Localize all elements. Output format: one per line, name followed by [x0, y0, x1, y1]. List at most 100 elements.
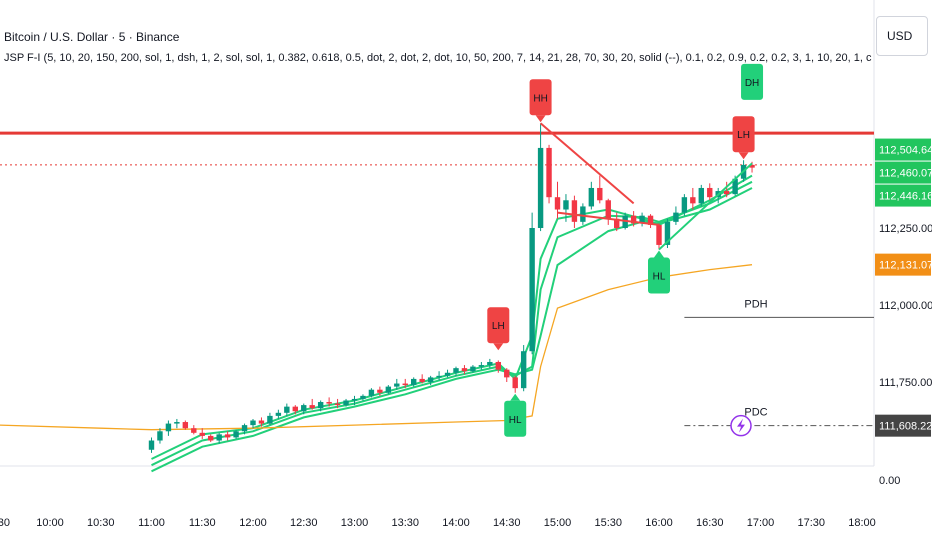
marker-hl-4[interactable] [648, 257, 670, 294]
candle-body[interactable] [208, 435, 214, 441]
marker-hh-0[interactable] [529, 79, 552, 116]
candle-body[interactable] [537, 147, 544, 228]
candle-body[interactable] [453, 368, 459, 373]
price-label: 112,446.16 [879, 191, 932, 203]
candle-body[interactable] [444, 372, 451, 376]
candle-body[interactable] [614, 218, 620, 228]
candle-body[interactable] [639, 215, 645, 224]
candle-body[interactable] [174, 422, 180, 424]
y-tick-label: 112,250.00 [879, 223, 932, 235]
candle-body[interactable] [301, 405, 307, 412]
candle-body[interactable] [622, 215, 628, 228]
ma-line-1 [151, 180, 753, 467]
marker-dh-1-label: DH [745, 78, 759, 89]
candle-body[interactable] [647, 215, 654, 225]
marker-lh-2[interactable] [487, 307, 510, 344]
candle-body[interactable] [394, 383, 400, 387]
candle-body[interactable] [368, 389, 375, 396]
candle-body[interactable] [470, 366, 476, 372]
candle-body[interactable] [267, 415, 273, 424]
candle-body[interactable] [292, 406, 298, 412]
candle-body[interactable] [563, 200, 569, 210]
candle-body[interactable] [317, 402, 324, 409]
candle-body[interactable] [334, 403, 341, 406]
price-label: 111,608.22 [879, 421, 932, 433]
candle-body[interactable] [580, 206, 586, 222]
candle-body[interactable] [495, 361, 501, 370]
candle-body[interactable] [656, 224, 662, 245]
price-label-bg [875, 138, 931, 161]
candle-body[interactable] [529, 228, 535, 352]
candle-body[interactable] [411, 378, 417, 386]
price-label-bg [875, 184, 931, 207]
candle-body[interactable] [377, 389, 383, 393]
price-label-bg [875, 161, 931, 184]
marker-hh-0-label: HH [533, 93, 547, 104]
marker-dh-1[interactable] [741, 63, 764, 100]
marker-hl-3-pointer [510, 393, 521, 401]
candle-body[interactable] [707, 187, 713, 198]
candle-body[interactable] [343, 400, 349, 406]
candle-body[interactable] [732, 178, 738, 195]
candle-body[interactable] [461, 368, 468, 372]
candle-body[interactable] [512, 377, 518, 389]
candle-body[interactable] [664, 221, 671, 245]
candle-body[interactable] [690, 197, 696, 204]
candle-body[interactable] [326, 402, 332, 404]
candle-body[interactable] [233, 431, 239, 438]
candle-body[interactable] [191, 428, 197, 433]
candle-body[interactable] [478, 365, 485, 367]
candle-body[interactable] [487, 361, 493, 366]
candle-body[interactable] [216, 434, 222, 441]
x-tick-label: 16:00 [645, 517, 673, 529]
y-tick-label-zero: 0.00 [879, 475, 900, 487]
lightning-glyph [737, 418, 745, 433]
candle-body[interactable] [681, 197, 688, 213]
candle-body[interactable] [309, 405, 315, 409]
candle-body[interactable] [157, 431, 163, 441]
candle-body[interactable] [630, 215, 637, 224]
candle-body[interactable] [165, 423, 172, 432]
candle-body[interactable] [275, 412, 282, 416]
candle-body[interactable] [284, 406, 290, 413]
candle-body[interactable] [597, 187, 603, 201]
candle-body[interactable] [554, 197, 561, 210]
candle-body[interactable] [385, 386, 392, 393]
x-tick-label: 10:00 [36, 517, 64, 529]
candle-body[interactable] [351, 398, 358, 401]
candle-body[interactable] [698, 187, 704, 204]
candle-body[interactable] [427, 377, 434, 382]
candle-body[interactable] [588, 187, 595, 207]
candle-body[interactable] [199, 432, 205, 436]
x-tick-label: 15:00 [544, 517, 572, 529]
ma-line-0 [151, 174, 753, 460]
candle-body[interactable] [402, 383, 408, 386]
candle-body[interactable] [224, 434, 231, 438]
candle-body[interactable] [182, 422, 189, 429]
candle-body[interactable] [723, 191, 730, 195]
candle-body[interactable] [258, 420, 265, 424]
candle-body[interactable] [504, 369, 510, 378]
candle-body[interactable] [571, 200, 578, 222]
x-tick-label: 13:00 [341, 517, 369, 529]
candle-body[interactable] [436, 375, 442, 378]
candle-body[interactable] [546, 147, 552, 198]
candle-body[interactable] [241, 425, 248, 432]
indicator-params[interactable]: JSP F-I (5, 10, 20, 150, 200, sol, 1, ds… [4, 52, 872, 64]
currency-button[interactable]: USD [876, 16, 928, 56]
marker-lh-5[interactable] [732, 116, 755, 153]
candle-body[interactable] [360, 395, 366, 399]
chart-title: Bitcoin / U.S. Dollar · 5 · Binance [4, 30, 180, 44]
candle-body[interactable] [250, 420, 256, 426]
x-tick-label: 10:30 [87, 517, 115, 529]
marker-hl-3[interactable] [504, 400, 527, 437]
candle-body[interactable] [148, 440, 155, 450]
y-tick-label: 112,000.00 [879, 300, 932, 312]
candle-body[interactable] [520, 351, 527, 389]
marker-hl-4-label: HL [653, 272, 666, 283]
candle-body[interactable] [605, 200, 611, 219]
candle-body[interactable] [673, 212, 679, 222]
candle-body[interactable] [419, 378, 425, 382]
candle-body[interactable] [749, 164, 755, 168]
